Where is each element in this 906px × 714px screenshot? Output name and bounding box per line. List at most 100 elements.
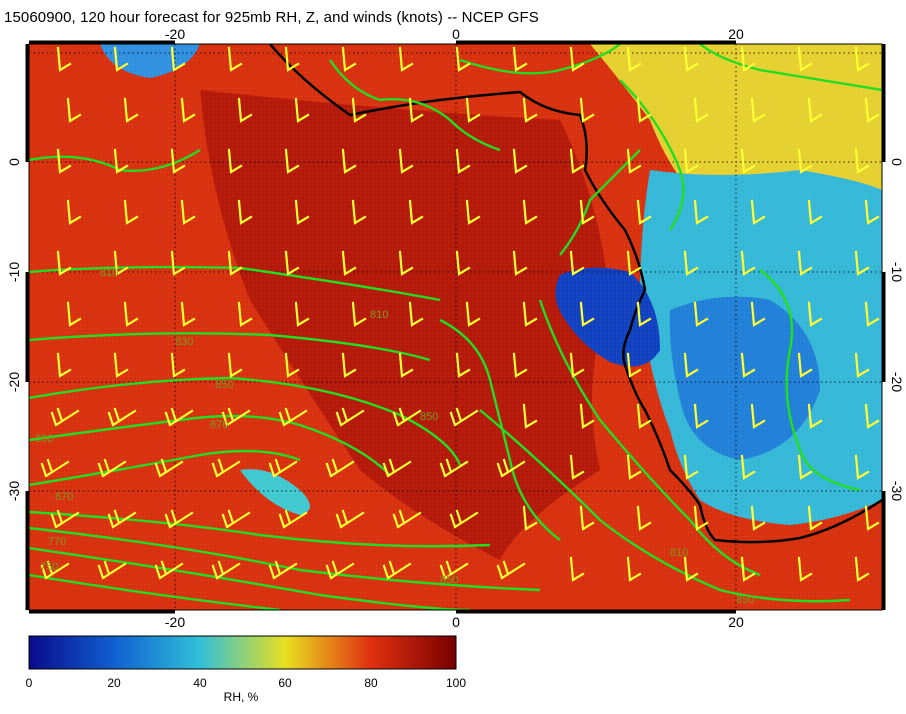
wind-barb xyxy=(636,301,652,327)
wind-barb xyxy=(56,352,72,378)
colorbar-tick-label: 80 xyxy=(364,676,378,690)
wind-barb xyxy=(335,509,365,529)
contour-label: 750 xyxy=(40,561,58,573)
wind-barb xyxy=(569,148,585,174)
right-lat-label: -20 xyxy=(889,372,905,392)
wind-barb xyxy=(512,148,528,174)
wind-barb xyxy=(693,199,709,225)
wind-barb xyxy=(398,352,414,378)
wind-barb xyxy=(392,509,422,529)
wind-barb xyxy=(164,509,194,529)
wind-barb xyxy=(40,458,70,478)
wind-barb xyxy=(237,199,253,225)
top-lon-label: 20 xyxy=(728,26,744,42)
wind-barb xyxy=(439,560,469,580)
rh-field-mesh xyxy=(29,44,882,610)
wind-barb xyxy=(740,46,756,72)
wind-barb xyxy=(113,46,129,72)
wind-barb xyxy=(579,199,595,225)
contour-label: 870 xyxy=(210,419,228,431)
contour-label: 850 xyxy=(440,574,458,586)
wind-barb xyxy=(237,97,253,123)
wind-barb xyxy=(750,301,766,327)
wind-barb xyxy=(66,97,82,123)
wind-barb xyxy=(636,97,652,123)
wind-barb xyxy=(807,403,823,429)
wind-barb xyxy=(398,250,414,276)
wind-barb xyxy=(294,97,310,123)
wind-barb xyxy=(854,556,870,582)
wind-barb xyxy=(294,199,310,225)
colorbar-tick-label: 60 xyxy=(278,676,292,690)
wind-barb xyxy=(807,97,823,123)
wind-barb xyxy=(113,148,129,174)
wind-barb xyxy=(113,250,129,276)
contour-label: 810 xyxy=(370,309,388,321)
wind-barb xyxy=(465,301,481,327)
wind-barb xyxy=(180,97,196,123)
contour-label: 770 xyxy=(48,536,66,548)
wind-barb xyxy=(408,199,424,225)
contour-label: 810 xyxy=(670,547,688,559)
wind-barb xyxy=(807,301,823,327)
right-lat-label: -10 xyxy=(889,262,905,282)
wind-barb xyxy=(522,505,538,531)
contour-label: 830 xyxy=(175,336,193,348)
wind-barb xyxy=(170,352,186,378)
left-lat-label: 0 xyxy=(6,158,22,166)
wind-barb xyxy=(455,250,471,276)
colorbar-tick-label: 40 xyxy=(193,676,207,690)
wind-barb xyxy=(227,250,243,276)
wind-barb xyxy=(66,301,82,327)
wind-barb xyxy=(455,46,471,72)
wind-barb xyxy=(351,97,367,123)
contour-label: 850 xyxy=(35,433,53,445)
wind-barb xyxy=(211,458,241,478)
right-lat-label: -30 xyxy=(889,481,905,501)
wind-barb xyxy=(797,148,813,174)
wind-barb xyxy=(683,556,699,582)
wind-barb xyxy=(392,407,422,427)
wind-barb xyxy=(154,458,184,478)
wind-barb xyxy=(569,556,585,582)
wind-barb xyxy=(398,46,414,72)
wind-barb xyxy=(797,454,813,480)
wind-barb xyxy=(211,560,241,580)
contour-label: 870 xyxy=(55,491,73,503)
contour-label: 850 xyxy=(736,594,754,606)
wind-barb xyxy=(97,458,127,478)
wind-barb xyxy=(56,148,72,174)
wind-barb xyxy=(579,301,595,327)
wind-barb xyxy=(408,301,424,327)
left-lat-label: -10 xyxy=(6,262,22,282)
wind-barb xyxy=(351,199,367,225)
left-lat-label: -20 xyxy=(6,372,22,392)
wind-barb xyxy=(123,97,139,123)
bottom-lon-label: 20 xyxy=(728,614,744,630)
wind-barb xyxy=(268,560,298,580)
wind-barb xyxy=(382,458,412,478)
wind-barb xyxy=(854,250,870,276)
top-lon-label: -20 xyxy=(165,26,185,42)
wind-barb xyxy=(740,454,756,480)
wind-barb xyxy=(341,148,357,174)
map-frame xyxy=(28,43,883,611)
wind-barb xyxy=(854,352,870,378)
wind-barb xyxy=(693,301,709,327)
wind-barb xyxy=(693,505,709,531)
wind-barb xyxy=(579,97,595,123)
bottom-lon-label: 0 xyxy=(452,614,460,630)
wind-barb xyxy=(750,199,766,225)
wind-barb xyxy=(164,407,194,427)
wind-barb xyxy=(797,46,813,72)
wind-barb xyxy=(227,148,243,174)
wind-barb xyxy=(221,407,251,427)
wind-barb xyxy=(284,148,300,174)
wind-barb xyxy=(807,199,823,225)
height-contours xyxy=(29,44,882,610)
wind-barb xyxy=(284,352,300,378)
map-title: 15060900, 120 hour forecast for 925mb RH… xyxy=(4,9,539,26)
bottom-lon-label: -20 xyxy=(165,614,185,630)
wind-barb xyxy=(335,407,365,427)
